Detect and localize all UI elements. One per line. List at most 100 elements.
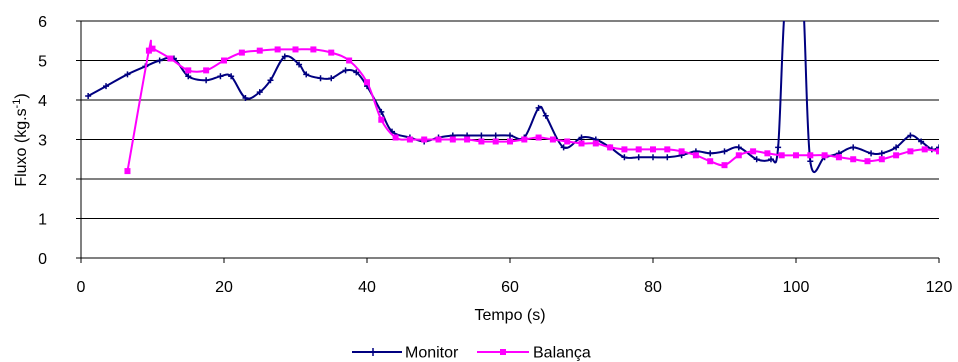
data-point-balan-a-7 — [238, 49, 245, 56]
data-point-monitor-15 — [303, 71, 310, 78]
data-point-monitor-39 — [635, 154, 642, 161]
data-point-monitor-35 — [578, 134, 585, 141]
data-point-balan-a-36 — [678, 148, 685, 155]
data-point-balan-a-0 — [124, 168, 131, 175]
data-point-monitor-59 — [893, 144, 900, 151]
data-point-monitor-40 — [650, 154, 656, 161]
data-point-monitor-33 — [542, 112, 549, 119]
data-point-balan-a-23 — [492, 138, 499, 145]
data-point-balan-a-2 — [149, 45, 156, 52]
data-point-monitor-8 — [217, 73, 224, 80]
data-point-balan-a-24 — [507, 138, 513, 145]
data-point-balan-a-47 — [835, 154, 842, 161]
data-point-balan-a-54 — [936, 148, 939, 155]
data-point-balan-a-14 — [364, 79, 370, 86]
data-point-monitor-6 — [185, 73, 192, 80]
data-point-monitor-30 — [507, 132, 513, 139]
data-point-balan-a-35 — [664, 146, 671, 153]
data-point-balan-a-13 — [346, 57, 353, 64]
data-point-balan-a-29 — [578, 140, 585, 147]
data-point-balan-a-49 — [864, 158, 871, 165]
data-point-monitor-0 — [85, 93, 92, 100]
data-point-monitor-10 — [242, 95, 249, 102]
data-point-monitor-58 — [878, 150, 885, 157]
data-point-monitor-56 — [850, 144, 857, 151]
data-point-balan-a-11 — [310, 46, 317, 53]
x-tick-label-0: 0 — [77, 279, 86, 296]
data-point-balan-a-19 — [435, 136, 442, 143]
x-tick-label-120: 120 — [926, 279, 953, 296]
data-point-monitor-16 — [317, 75, 324, 82]
legend-label-monitor: Monitor — [405, 345, 459, 362]
data-point-monitor-38 — [621, 154, 628, 161]
data-point-balan-a-41 — [750, 148, 757, 155]
data-point-monitor-61 — [918, 138, 925, 145]
data-point-monitor-47 — [753, 156, 760, 163]
data-point-monitor-1 — [103, 83, 110, 90]
data-point-balan-a-44 — [793, 152, 799, 159]
x-tick-label-80: 80 — [644, 279, 662, 296]
data-point-balan-a-31 — [607, 144, 614, 151]
data-point-balan-a-40 — [735, 152, 742, 159]
data-point-monitor-46 — [735, 144, 742, 151]
data-point-balan-a-1 — [145, 47, 152, 54]
x-tick-label-40: 40 — [358, 279, 376, 296]
data-point-balan-a-39 — [721, 162, 728, 169]
data-point-monitor-32 — [535, 104, 542, 111]
data-point-balan-a-28 — [564, 138, 571, 145]
data-point-monitor-48 — [767, 156, 774, 163]
data-point-balan-a-37 — [692, 152, 699, 159]
y-tick-label-5: 5 — [38, 54, 47, 71]
y-axis-label-superscript: -1 — [11, 99, 23, 109]
data-point-monitor-63 — [936, 144, 939, 151]
data-point-balan-a-53 — [921, 146, 928, 153]
data-point-balan-a-16 — [392, 134, 399, 141]
data-point-balan-a-50 — [878, 156, 885, 163]
y-axis-label-end: ) — [13, 93, 30, 98]
data-point-balan-a-27 — [549, 136, 556, 143]
y-tick-label-4: 4 — [38, 93, 47, 110]
data-point-balan-a-20 — [449, 136, 456, 143]
x-tick-label-100: 100 — [783, 279, 810, 296]
data-point-monitor-53 — [807, 158, 814, 165]
data-point-balan-a-33 — [635, 146, 642, 153]
y-axis-label-main: Fluxo (kg.s — [13, 108, 30, 186]
data-point-monitor-17 — [328, 75, 335, 82]
data-point-monitor-45 — [721, 148, 728, 155]
data-point-monitor-28 — [478, 132, 485, 139]
data-point-balan-a-45 — [807, 152, 814, 159]
data-point-balan-a-25 — [521, 136, 528, 143]
x-axis-ticks: 0 20 40 60 80 100 120 — [77, 258, 953, 296]
data-point-monitor-34 — [560, 144, 567, 151]
data-point-balan-a-6 — [221, 57, 227, 64]
data-point-monitor-4 — [156, 57, 163, 64]
data-point-monitor-19 — [353, 69, 360, 76]
series-layer — [85, 21, 939, 175]
legend-label-balanca: Balança — [533, 345, 591, 362]
y-tick-label-3: 3 — [38, 133, 47, 150]
data-point-balan-a-3 — [167, 55, 174, 62]
data-point-monitor-13 — [281, 53, 288, 60]
y-tick-label-0: 0 — [38, 251, 47, 268]
data-point-balan-a-42 — [764, 150, 771, 157]
data-point-balan-a-48 — [850, 156, 857, 163]
y-axis-label: Fluxo (kg.s-1) — [11, 93, 30, 186]
x-axis-label: Tempo (s) — [474, 307, 545, 324]
data-point-monitor-49 — [775, 144, 782, 151]
y-tick-label-2: 2 — [38, 172, 47, 189]
legend: Monitor Balança — [352, 345, 591, 362]
y-axis-ticks: 0 1 2 3 4 5 6 — [38, 14, 81, 268]
x-tick-label-60: 60 — [501, 279, 519, 296]
y-tick-label-1: 1 — [38, 212, 47, 229]
series-monitor — [85, 21, 939, 173]
data-point-monitor-21 — [378, 108, 385, 115]
legend-marker-balanca — [500, 349, 506, 355]
data-point-monitor-7 — [203, 77, 210, 84]
series-line-monitor — [87, 21, 939, 173]
series-balan-a — [124, 39, 939, 175]
data-point-balan-a-10 — [292, 46, 299, 53]
data-point-monitor-12 — [267, 77, 274, 84]
data-point-monitor-41 — [664, 154, 671, 161]
data-point-monitor-29 — [492, 132, 499, 139]
